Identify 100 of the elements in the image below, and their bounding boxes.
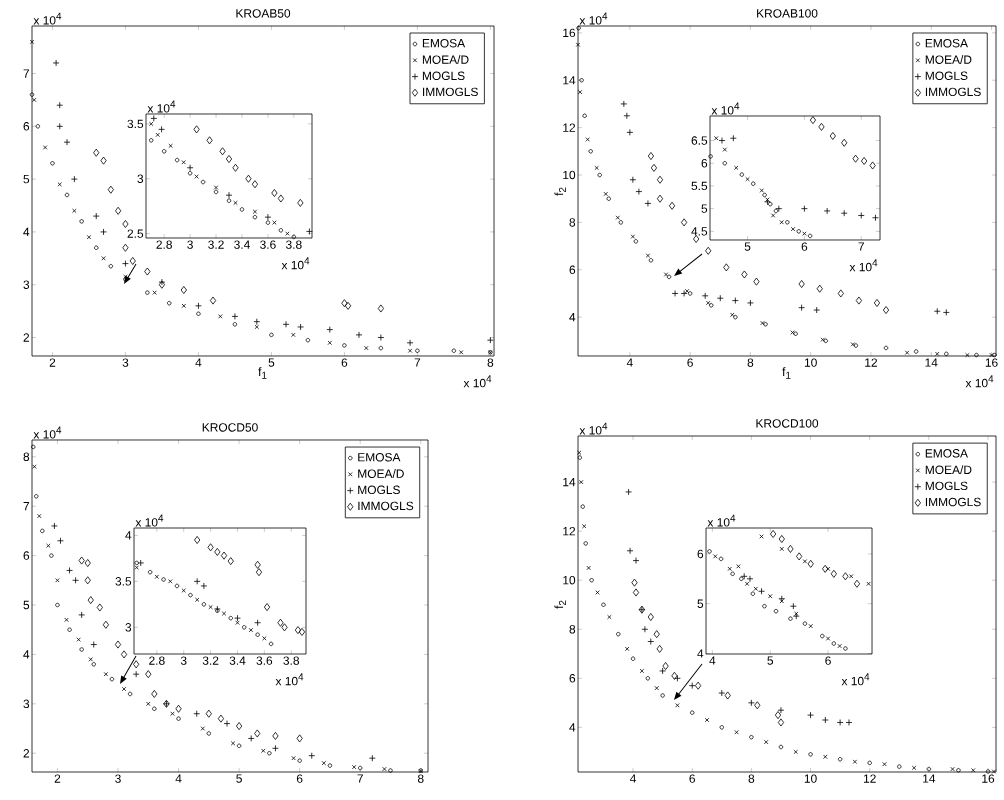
point [787, 544, 794, 553]
point [252, 214, 258, 220]
point [841, 138, 848, 147]
point [84, 576, 91, 585]
point [644, 200, 652, 207]
point [186, 164, 194, 172]
point [926, 766, 932, 772]
point [232, 163, 239, 172]
point [684, 288, 690, 294]
point [688, 682, 696, 690]
point [268, 641, 274, 647]
point [92, 212, 100, 220]
point [297, 323, 304, 331]
point [632, 588, 640, 597]
point [195, 302, 202, 310]
point [223, 720, 231, 727]
point [103, 671, 109, 677]
point [653, 630, 660, 639]
point [114, 640, 122, 649]
point [639, 668, 645, 674]
point [121, 686, 127, 692]
point [406, 339, 414, 347]
point [29, 39, 35, 45]
point [193, 125, 200, 134]
point [647, 613, 654, 621]
point [624, 646, 630, 652]
point [656, 194, 664, 203]
point [626, 547, 634, 555]
point [377, 334, 385, 341]
point [779, 598, 785, 604]
point [100, 228, 107, 236]
point [729, 134, 737, 142]
point [626, 128, 634, 136]
point [869, 161, 876, 170]
point [251, 180, 259, 189]
point [109, 676, 115, 682]
point [779, 546, 785, 552]
point [754, 701, 761, 710]
point [656, 175, 664, 184]
point [271, 189, 278, 197]
point [873, 298, 881, 307]
point [206, 136, 213, 145]
point [213, 189, 219, 195]
point [837, 289, 844, 298]
point [137, 559, 145, 567]
point [90, 641, 98, 648]
point [255, 568, 263, 577]
point [263, 603, 271, 612]
point [807, 233, 813, 239]
point [351, 764, 357, 770]
point [705, 300, 711, 306]
point [816, 284, 823, 293]
point [127, 691, 133, 697]
point [861, 156, 868, 165]
point [753, 277, 760, 286]
point [107, 185, 114, 194]
point [790, 226, 796, 232]
point [132, 670, 140, 678]
point [629, 176, 637, 184]
point [681, 218, 688, 227]
point [254, 729, 261, 738]
point [620, 100, 628, 108]
point [718, 689, 726, 697]
point [122, 243, 129, 252]
point [254, 619, 262, 627]
point [823, 207, 831, 215]
point [716, 294, 724, 302]
point [64, 192, 70, 198]
point [326, 326, 334, 333]
point [695, 681, 702, 690]
point [51, 522, 58, 530]
point [144, 267, 151, 276]
point [855, 296, 862, 305]
point [775, 205, 783, 213]
point [31, 97, 37, 103]
point [72, 576, 79, 584]
point [747, 699, 755, 707]
point [796, 552, 803, 561]
point [174, 583, 180, 589]
point [180, 286, 187, 294]
point [647, 152, 655, 161]
point [758, 587, 765, 595]
point [773, 208, 779, 214]
point [829, 131, 836, 140]
point [220, 551, 228, 560]
point [818, 122, 825, 131]
point [277, 194, 284, 203]
point [57, 537, 64, 545]
point [830, 569, 837, 578]
point [308, 752, 316, 760]
point [778, 534, 785, 543]
point [254, 324, 260, 330]
point [225, 191, 233, 199]
point [66, 567, 73, 574]
point [666, 274, 672, 280]
point [96, 603, 103, 612]
point [744, 581, 750, 587]
point [70, 175, 78, 183]
point [207, 543, 214, 552]
point [577, 89, 583, 95]
